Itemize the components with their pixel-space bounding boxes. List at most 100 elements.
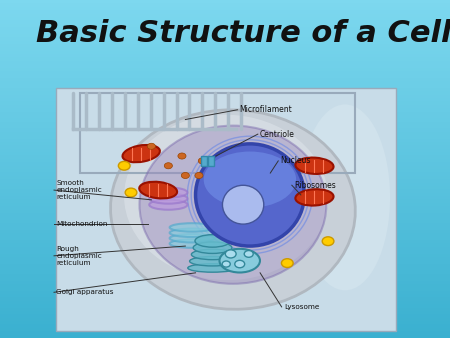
Bar [201,156,207,166]
FancyBboxPatch shape [56,88,396,331]
Bar [0,64,450,68]
Bar [0,301,450,304]
Ellipse shape [149,188,188,198]
Bar [0,328,450,331]
Ellipse shape [170,234,215,242]
Circle shape [181,172,189,178]
Bar [208,156,214,166]
Circle shape [147,143,155,149]
Bar [0,105,450,108]
Bar [0,284,450,287]
Bar [0,331,450,335]
Bar [0,115,450,118]
Bar [0,267,450,270]
Bar [0,169,450,172]
Text: Centriole: Centriole [260,129,295,139]
Bar [0,71,450,74]
Bar [80,93,355,173]
Bar [0,132,450,135]
Bar [0,287,450,291]
Bar [0,61,450,64]
Bar [0,125,450,128]
Bar [0,226,450,230]
Bar [0,3,450,7]
Bar [0,14,450,17]
Bar [0,203,450,206]
Bar [0,108,450,112]
Bar [0,186,450,189]
Bar [0,206,450,210]
Text: Lysosome: Lysosome [284,304,319,310]
Bar [0,0,450,3]
Bar [0,30,450,34]
Circle shape [198,158,207,164]
Ellipse shape [170,239,215,248]
Bar [0,37,450,41]
Ellipse shape [193,242,232,254]
Bar [0,68,450,71]
Bar [0,155,450,159]
Bar [0,57,450,61]
Ellipse shape [295,158,333,174]
Bar [0,145,450,149]
Bar [0,233,450,237]
Circle shape [195,172,203,178]
Circle shape [244,250,253,257]
Bar [0,297,450,301]
Bar [0,81,450,84]
Bar [0,250,450,254]
Bar [0,44,450,47]
Bar [0,213,450,216]
Bar [0,311,450,314]
Bar [0,189,450,193]
Bar [0,223,450,226]
Bar [0,274,450,277]
Circle shape [164,163,172,169]
Circle shape [322,237,334,246]
Ellipse shape [191,249,234,260]
Circle shape [178,153,186,159]
Bar [0,91,450,95]
Bar [0,220,450,223]
Bar [0,240,450,243]
Bar [0,216,450,220]
Bar [0,281,450,284]
Bar [0,166,450,169]
Circle shape [281,259,293,267]
Bar [0,199,450,203]
Bar [0,314,450,318]
Ellipse shape [170,223,215,232]
Ellipse shape [170,228,215,237]
Bar [0,118,450,122]
Bar [0,270,450,274]
Ellipse shape [195,235,230,247]
Ellipse shape [295,189,333,206]
Circle shape [235,260,245,268]
Circle shape [125,188,137,197]
Bar [0,324,450,328]
Ellipse shape [196,144,304,246]
Ellipse shape [139,182,177,198]
Bar [0,135,450,139]
Bar [0,112,450,115]
Bar [0,294,450,297]
Bar [0,308,450,311]
Bar [0,20,450,24]
Ellipse shape [124,115,328,280]
Bar [0,264,450,267]
Bar [0,149,450,152]
Bar [0,51,450,54]
Ellipse shape [149,194,188,204]
Text: Smooth
endoplasmic
reticulum: Smooth endoplasmic reticulum [56,180,102,200]
Bar [0,95,450,98]
Bar [0,257,450,260]
Text: Mitochondrion: Mitochondrion [56,221,108,227]
Ellipse shape [122,145,160,162]
Text: Rough
endoplasmic
reticulum: Rough endoplasmic reticulum [56,246,102,266]
Bar [0,321,450,324]
Bar [0,7,450,10]
Bar [0,335,450,338]
Bar [0,247,450,250]
Bar [0,24,450,27]
Circle shape [222,261,230,267]
